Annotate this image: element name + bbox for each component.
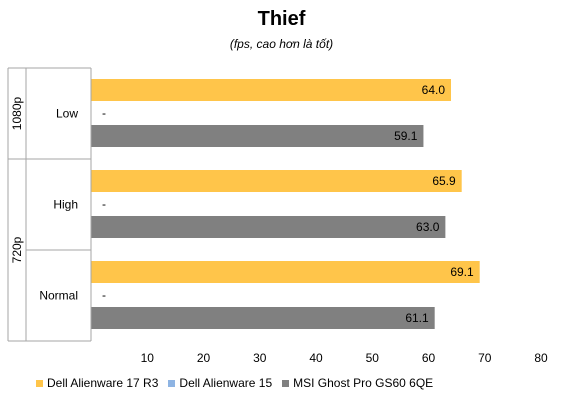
data-label-normal-series-1: - (102, 288, 106, 302)
chart-legend: Dell Alienware 17 R3 Dell Alienware 15 M… (36, 376, 443, 390)
bar-normal-series-2 (91, 307, 435, 329)
legend-label-series-2: MSI Ghost Pro GS60 6QE (293, 376, 434, 390)
category-label-low: Low (56, 107, 78, 121)
legend-label-series-1: Dell Alienware 15 (179, 376, 273, 390)
data-label-low-series-0: 64.0 (422, 83, 446, 97)
data-label-normal-series-0: 69.1 (450, 265, 474, 279)
bar-normal-series-0 (91, 261, 480, 283)
chart-title: Thief (257, 8, 306, 30)
x-tick-label-20: 20 (197, 351, 211, 365)
x-tick-label-10: 10 (141, 351, 155, 365)
legend-swatch-series-1 (168, 379, 176, 387)
legend-swatch-series-0 (36, 379, 43, 387)
legend-item-series-2: MSI Ghost Pro GS60 6QE (282, 376, 433, 390)
legend-item-series-1: Dell Alienware 15 (168, 376, 272, 390)
legend-swatch-series-2 (282, 379, 290, 387)
bar-low-series-2 (91, 125, 424, 147)
data-label-high-series-1: - (102, 197, 106, 211)
bar-low-series-0 (91, 79, 451, 101)
bar-high-series-2 (91, 216, 446, 238)
data-label-low-series-1: - (102, 106, 106, 120)
legend-item-series-0: Dell Alienware 17 R3 (36, 376, 158, 390)
data-label-low-series-2: 59.1 (394, 129, 418, 143)
data-label-normal-series-2: 61.1 (405, 311, 429, 325)
category-label-normal: Normal (39, 289, 78, 303)
group-label-1080p: 1080p (10, 96, 24, 130)
data-label-high-series-0: 65.9 (432, 174, 456, 188)
data-label-high-series-2: 63.0 (416, 220, 440, 234)
category-label-high: High (53, 198, 78, 212)
x-tick-label-80: 80 (534, 351, 548, 365)
x-tick-label-30: 30 (253, 351, 267, 365)
chart-subtitle: (fps, cao hơn là tốt) (229, 37, 334, 51)
group-label-720p: 720p (10, 236, 24, 263)
x-tick-label-50: 50 (366, 351, 380, 365)
x-tick-label-70: 70 (478, 351, 492, 365)
legend-label-series-0: Dell Alienware 17 R3 (47, 376, 159, 390)
bar-high-series-0 (91, 170, 462, 192)
x-tick-label-60: 60 (422, 351, 436, 365)
x-tick-label-40: 40 (309, 351, 323, 365)
